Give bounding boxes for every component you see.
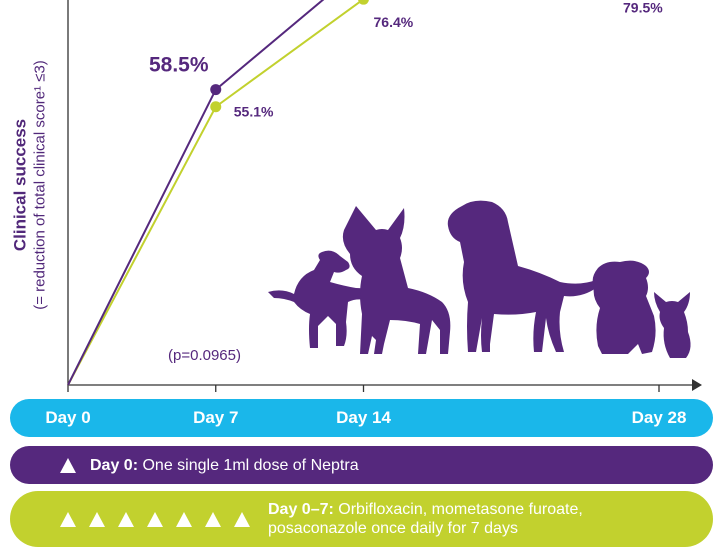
legend-bold-neptra: Day 0: [90, 456, 139, 474]
neptra-dose-markers [60, 457, 76, 473]
x-axis-day-bar: Day 0 Day 7 Day 14 Day 28 [10, 399, 713, 437]
orbifloxacin-dose-markers [60, 511, 250, 527]
legend-desc-orbifloxacin: Orbifloxacin, mometasone furoate, [333, 501, 583, 518]
x-ticks [67, 385, 660, 392]
data-point [210, 84, 222, 96]
data-label-series-1: 79.5% [623, 0, 663, 16]
legend-text-neptra: Day 0: One single 1ml dose of Neptra [90, 456, 359, 475]
legend-desc-neptra: One single 1ml dose of Neptra [138, 456, 359, 474]
y-axis-title: Clinical success [10, 118, 30, 252]
x-tick-label: Day 28 [631, 408, 687, 427]
x-axis-arrow [692, 379, 702, 391]
x-tick-label: Day 14 [336, 408, 391, 427]
triangle-icon [60, 457, 76, 473]
triangle-icon [118, 511, 134, 527]
triangle-icon [176, 511, 192, 527]
triangle-icon [205, 511, 221, 527]
legend-desc2-orbifloxacin: posaconazole once daily for 7 days [268, 520, 518, 537]
line-chart: 58.5%55.1%83.0%76.4%87.4%79.5% (p=0.0965… [67, 0, 702, 392]
triangle-icon [147, 511, 163, 527]
series-line-1 [67, 0, 367, 386]
series-lines [67, 0, 367, 386]
x-tick-label: Day 7 [193, 408, 239, 427]
legend-bold-orbifloxacin: Day 0–7: [268, 501, 334, 518]
legend-item-orbifloxacin: Day 0–7: Orbifloxacin, mometasone furoat… [10, 491, 713, 547]
triangle-icon [60, 511, 76, 527]
dog-silhouettes [268, 200, 691, 358]
axes [67, 0, 702, 391]
point-labels: 58.5%55.1%83.0%76.4%87.4%79.5% [149, 0, 663, 120]
x-tick-label: Day 0 [45, 408, 91, 427]
p-value-annotation: (p=0.0965) [168, 347, 241, 364]
data-label-series-1: 55.1% [234, 104, 274, 120]
y-axis-subtitle: (= reduction of total clinical score¹ ≤3… [31, 60, 49, 310]
triangle-icon [234, 511, 250, 527]
triangle-icon [89, 511, 105, 527]
data-label-series-1: 76.4% [374, 14, 414, 30]
data-label-series-0: 58.5% [149, 54, 209, 77]
series-points [210, 0, 369, 113]
legend-text-orbifloxacin: Day 0–7: Orbifloxacin, mometasone furoat… [268, 500, 583, 538]
legend-item-neptra: Day 0: One single 1ml dose of Neptra [10, 446, 713, 484]
series-line-0 [67, 0, 325, 386]
data-point [210, 101, 222, 113]
data-point [358, 0, 369, 5]
